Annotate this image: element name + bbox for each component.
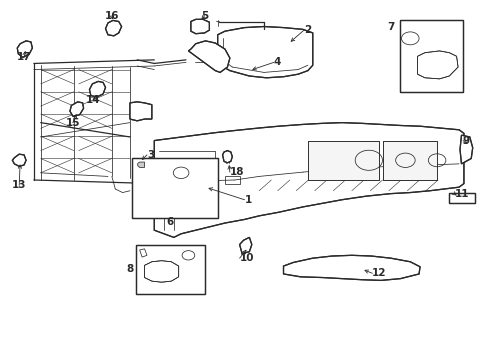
Polygon shape [140, 249, 147, 257]
Polygon shape [105, 21, 122, 36]
Polygon shape [154, 123, 463, 237]
Text: 17: 17 [17, 52, 31, 62]
Polygon shape [138, 162, 144, 167]
Polygon shape [188, 41, 229, 72]
Bar [136, 244, 204, 294]
Text: 18: 18 [229, 167, 244, 177]
Text: 16: 16 [104, 11, 119, 21]
Text: 15: 15 [65, 118, 80, 128]
Text: 9: 9 [462, 136, 469, 145]
Text: 2: 2 [304, 25, 310, 35]
Text: 11: 11 [454, 189, 468, 199]
Bar [383, 140, 436, 180]
Bar [136, 244, 204, 294]
Bar [399, 21, 462, 92]
Bar [307, 140, 378, 180]
Text: 10: 10 [239, 253, 254, 263]
Polygon shape [17, 41, 32, 57]
Polygon shape [283, 255, 419, 280]
Polygon shape [144, 261, 178, 282]
Polygon shape [12, 154, 26, 166]
Polygon shape [239, 237, 251, 253]
Bar [448, 193, 474, 203]
Polygon shape [190, 19, 209, 34]
Text: 8: 8 [126, 264, 133, 274]
Bar [383, 140, 436, 180]
Polygon shape [417, 51, 457, 79]
Polygon shape [89, 81, 105, 97]
Bar [448, 193, 474, 203]
Bar [307, 140, 378, 180]
Text: 7: 7 [386, 22, 394, 32]
Text: 6: 6 [166, 217, 174, 227]
Polygon shape [222, 150, 232, 163]
Bar [399, 21, 462, 92]
Bar [224, 176, 239, 184]
Text: 5: 5 [201, 11, 208, 21]
Text: 13: 13 [12, 180, 26, 190]
Text: 12: 12 [371, 268, 386, 278]
Text: 1: 1 [244, 195, 251, 205]
Bar [132, 158, 217, 218]
Bar [109, 25, 119, 32]
Polygon shape [459, 135, 472, 164]
Polygon shape [70, 102, 83, 116]
Text: 3: 3 [147, 150, 154, 160]
Polygon shape [130, 102, 152, 121]
Polygon shape [217, 27, 312, 78]
Text: 14: 14 [86, 95, 101, 105]
Text: 4: 4 [273, 57, 281, 67]
Bar [132, 158, 217, 218]
